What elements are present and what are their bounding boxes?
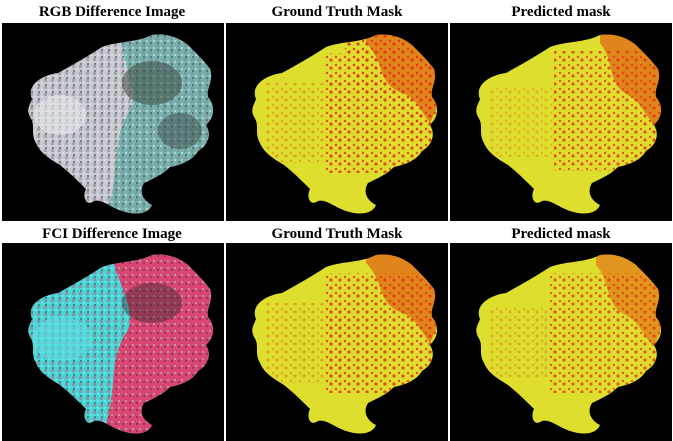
title-fci-difference: FCI Difference Image <box>42 226 182 242</box>
predicted-mask-2 <box>450 243 672 441</box>
title-rgb-difference: RGB Difference Image <box>38 4 186 20</box>
ground-truth-mask-2 <box>226 243 448 441</box>
ground-truth-mask-1 <box>226 23 448 221</box>
title-predicted-1: Predicted mask <box>511 4 611 20</box>
fci-difference-image <box>2 243 224 441</box>
title-predicted-2: Predicted mask <box>511 226 611 242</box>
title-ground-truth-1: Ground Truth Mask <box>271 4 403 20</box>
title-ground-truth-2: Ground Truth Mask <box>271 226 403 242</box>
rgb-difference-image <box>2 23 224 221</box>
predicted-mask-1 <box>450 23 672 221</box>
